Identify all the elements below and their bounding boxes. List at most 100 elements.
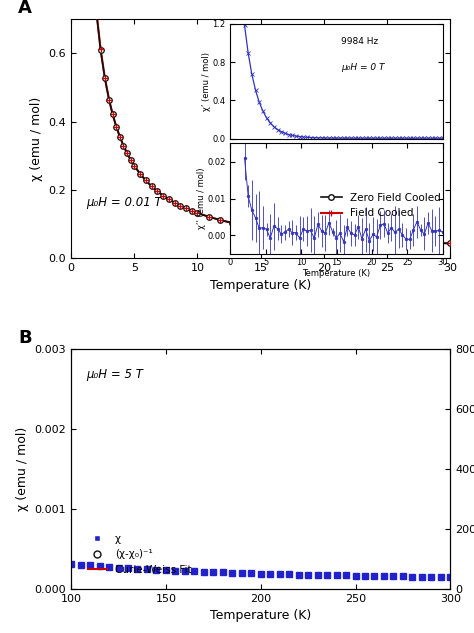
Zero Field Cooled <box>117 133 123 141</box>
Line: Field Cooled: Field Cooled <box>96 11 450 244</box>
X-axis label: Temperature (K): Temperature (K) <box>210 279 311 292</box>
χ <box>372 572 377 580</box>
Field Cooled <box>124 149 130 157</box>
χ <box>400 573 406 580</box>
Text: A: A <box>18 0 32 16</box>
χ <box>229 569 235 577</box>
Field Cooled <box>275 227 281 235</box>
χ <box>419 573 425 580</box>
Zero Field Cooled <box>229 219 235 227</box>
Field Cooled <box>195 209 201 216</box>
X-axis label: Temperature (K): Temperature (K) <box>210 609 311 622</box>
Field Cooled <box>287 229 292 236</box>
Field Cooled <box>106 96 112 103</box>
Zero Field Cooled <box>98 46 103 54</box>
Field Cooled <box>433 239 439 247</box>
χ <box>267 570 273 577</box>
Field Cooled <box>113 123 119 130</box>
Legend: Zero Field Cooled, Field Cooled: Zero Field Cooled, Field Cooled <box>317 189 445 222</box>
Field Cooled <box>264 225 269 233</box>
Zero Field Cooled <box>195 209 201 216</box>
χ <box>343 572 349 579</box>
Zero Field Cooled <box>124 149 130 157</box>
Zero Field Cooled <box>137 170 143 177</box>
χ <box>97 562 102 570</box>
Field Cooled <box>155 187 160 195</box>
Zero Field Cooled <box>391 237 397 244</box>
Zero Field Cooled <box>447 240 453 248</box>
Zero Field Cooled <box>110 111 116 118</box>
Zero Field Cooled <box>419 239 425 246</box>
Zero Field Cooled <box>218 216 223 224</box>
χ <box>210 568 216 576</box>
χ <box>447 573 453 581</box>
Field Cooled <box>172 199 177 206</box>
Zero Field Cooled <box>177 202 183 210</box>
Zero Field Cooled <box>310 231 315 239</box>
χ <box>391 572 396 580</box>
χ <box>305 571 311 579</box>
Zero Field Cooled <box>120 142 126 149</box>
Field Cooled <box>298 230 304 237</box>
Field Cooled <box>447 240 453 248</box>
Zero Field Cooled <box>335 234 341 241</box>
Text: μ₀H = 0.01 T: μ₀H = 0.01 T <box>86 196 162 209</box>
Y-axis label: χ (emu / mol): χ (emu / mol) <box>30 97 43 181</box>
Zero Field Cooled <box>206 213 212 221</box>
Zero Field Cooled <box>155 187 160 195</box>
Field Cooled <box>143 177 149 184</box>
Zero Field Cooled <box>287 229 292 236</box>
Field Cooled <box>93 8 99 15</box>
Zero Field Cooled <box>189 207 195 215</box>
Field Cooled <box>98 46 103 53</box>
Zero Field Cooled <box>433 239 439 247</box>
Field Cooled <box>120 142 126 149</box>
χ <box>334 572 339 579</box>
Zero Field Cooled <box>128 156 134 164</box>
Zero Field Cooled <box>113 123 119 130</box>
χ <box>362 572 368 580</box>
Zero Field Cooled <box>377 236 383 244</box>
Zero Field Cooled <box>321 232 327 240</box>
χ <box>144 565 150 573</box>
χ <box>324 572 330 579</box>
Field Cooled <box>189 207 195 215</box>
Zero Field Cooled <box>363 235 369 243</box>
χ <box>106 563 112 570</box>
Text: B: B <box>18 329 32 347</box>
χ <box>182 567 188 575</box>
Zero Field Cooled <box>183 204 189 212</box>
χ <box>173 567 178 574</box>
Field Cooled <box>321 232 327 240</box>
Zero Field Cooled <box>252 223 258 231</box>
Zero Field Cooled <box>172 199 177 206</box>
Field Cooled <box>177 202 183 210</box>
Text: μ₀H = 5 T: μ₀H = 5 T <box>86 368 143 381</box>
χ <box>125 564 131 572</box>
Field Cooled <box>110 111 116 118</box>
Zero Field Cooled <box>298 230 304 237</box>
Field Cooled <box>183 204 189 212</box>
Zero Field Cooled <box>241 222 246 229</box>
Zero Field Cooled <box>264 225 269 233</box>
Field Cooled <box>310 231 315 239</box>
Field Cooled <box>206 213 212 221</box>
Line: Zero Field Cooled: Zero Field Cooled <box>93 9 453 246</box>
χ <box>296 571 301 579</box>
Field Cooled <box>377 236 383 244</box>
Field Cooled <box>160 192 166 199</box>
Zero Field Cooled <box>166 196 172 203</box>
χ <box>258 570 264 577</box>
χ <box>135 565 140 572</box>
χ <box>286 570 292 578</box>
Zero Field Cooled <box>149 182 155 190</box>
Zero Field Cooled <box>131 162 137 170</box>
Zero Field Cooled <box>143 177 149 184</box>
χ <box>201 568 207 575</box>
Field Cooled <box>405 238 411 246</box>
Zero Field Cooled <box>102 74 108 82</box>
χ <box>191 568 197 575</box>
Legend: χ, (χ-χ₀)⁻¹, Curie-Weiss Fit: χ, (χ-χ₀)⁻¹, Curie-Weiss Fit <box>84 530 196 579</box>
χ <box>410 573 415 580</box>
χ <box>248 570 254 577</box>
